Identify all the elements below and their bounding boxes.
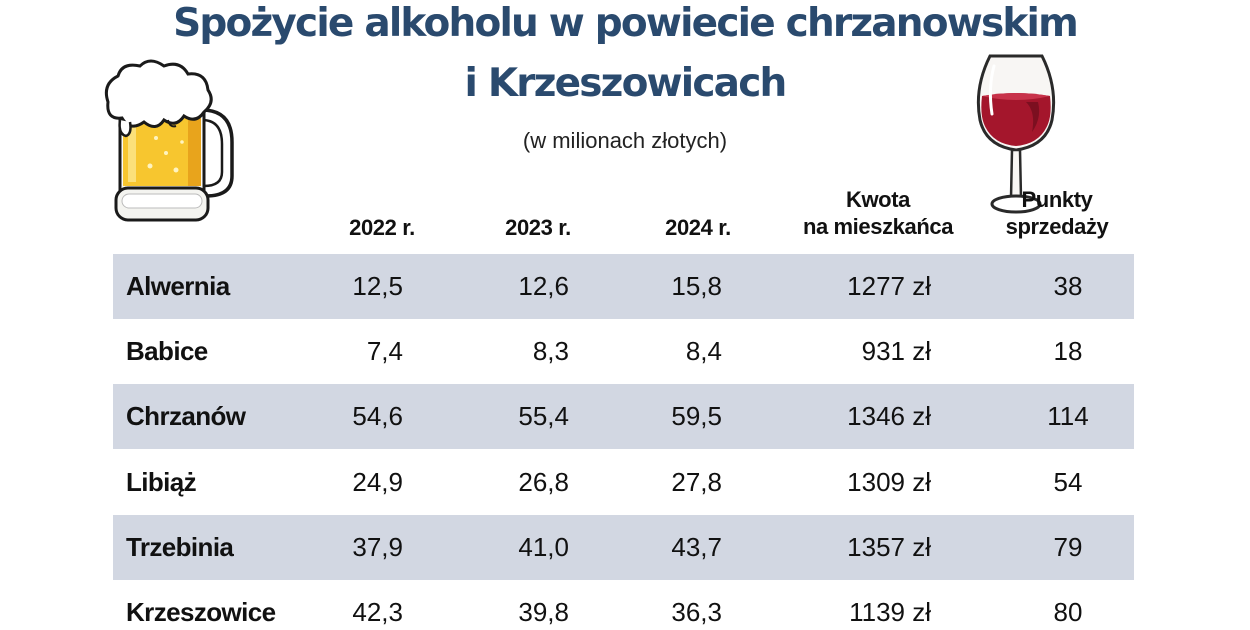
value-2022: 7,4 — [366, 336, 403, 366]
value-punkty: 38 — [1053, 271, 1083, 301]
row-name: Babice — [126, 336, 208, 366]
wine-glass-icon — [976, 54, 1056, 214]
value-2023: 55,4 — [518, 401, 569, 431]
value-2024: 36,3 — [671, 597, 722, 627]
value-punkty: 79 — [1053, 532, 1083, 562]
value-kwota: 1139 zł — [849, 597, 931, 627]
table-row: Alwernia 12,5 12,6 15,8 1277 zł 38 — [113, 254, 1134, 319]
column-header-2022: 2022 r. — [349, 215, 415, 240]
table-row: Libiąż 24,9 26,8 27,8 1309 zł 54 — [113, 450, 1134, 515]
value-2023: 8,3 — [532, 336, 569, 366]
value-2022: 37,9 — [352, 532, 403, 562]
beer-mug-icon — [104, 59, 234, 222]
title-line-2: i Krzeszowicach — [464, 61, 788, 106]
value-punkty: 80 — [1053, 597, 1083, 627]
subtitle: (w milionach złotych) — [522, 128, 728, 153]
row-name: Chrzanów — [126, 401, 246, 431]
value-punkty: 114 — [1047, 401, 1089, 431]
column-header-2023: 2023 r. — [505, 215, 571, 240]
table-row: Trzebinia 37,9 41,0 43,7 1357 zł 79 — [113, 515, 1134, 580]
value-2024: 43,7 — [671, 532, 722, 562]
value-2023: 26,8 — [518, 467, 569, 497]
column-header-punkty-line-2: sprzedaży — [1005, 214, 1109, 239]
value-kwota: 1357 zł — [847, 532, 931, 562]
value-kwota: 1309 zł — [847, 467, 931, 497]
table-row: Babice 7,4 8,3 8,4 931 zł 18 — [113, 319, 1134, 384]
row-name: Trzebinia — [126, 532, 234, 562]
value-2024: 8,4 — [685, 336, 722, 366]
column-header-punkty: Punkty sprzedaży — [987, 186, 1127, 240]
value-2024: 27,8 — [671, 467, 722, 497]
row-name: Libiąż — [126, 467, 197, 497]
table-row: Krzeszowice 42,3 39,8 36,3 1139 zł 80 — [113, 580, 1134, 630]
column-header-kwota: Kwota na mieszkańca — [788, 186, 968, 240]
value-2023: 41,0 — [518, 532, 569, 562]
value-2022: 54,6 — [352, 401, 403, 431]
value-2022: 12,5 — [352, 271, 403, 301]
value-2024: 15,8 — [671, 271, 722, 301]
title-line-1: Spożycie alkoholu w powiecie chrzanowski… — [173, 1, 1079, 46]
value-2024: 59,5 — [671, 401, 722, 431]
column-header-2024: 2024 r. — [665, 215, 731, 240]
value-2023: 39,8 — [518, 597, 569, 627]
value-kwota: 1277 zł — [847, 271, 931, 301]
value-2022: 24,9 — [352, 467, 403, 497]
value-kwota: 931 zł — [861, 336, 931, 366]
column-header-kwota-line-1: Kwota — [845, 187, 910, 212]
table-row: Chrzanów 54,6 55,4 59,5 1346 zł 114 — [113, 384, 1134, 449]
value-punkty: 18 — [1053, 336, 1083, 366]
row-name: Alwernia — [126, 271, 230, 301]
value-2022: 42,3 — [352, 597, 403, 627]
column-header-punkty-line-1: Punkty — [1021, 187, 1093, 212]
value-2023: 12,6 — [518, 271, 569, 301]
row-name: Krzeszowice — [126, 597, 276, 627]
value-kwota: 1346 zł — [847, 401, 931, 431]
column-header-kwota-line-2: na mieszkańca — [802, 214, 954, 239]
value-punkty: 54 — [1053, 467, 1083, 497]
